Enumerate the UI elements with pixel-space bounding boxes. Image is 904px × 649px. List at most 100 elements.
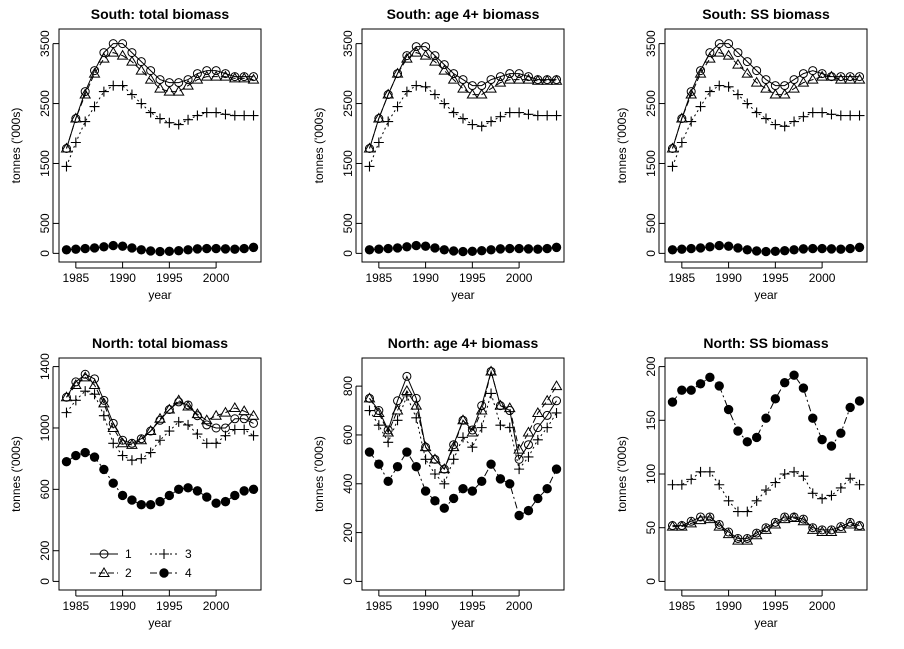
- y-tick-label: 0: [644, 578, 658, 585]
- data-point: [135, 64, 148, 75]
- data-point: [523, 109, 534, 120]
- data-point: [705, 512, 715, 522]
- data-point: [383, 425, 393, 435]
- data-point: [145, 107, 156, 118]
- data-point: [116, 49, 129, 60]
- data-point: [714, 519, 724, 529]
- series-1: [364, 42, 562, 153]
- x-axis-label: year: [451, 616, 474, 630]
- plot-area: [60, 369, 260, 510]
- y-tick-label: 800: [341, 376, 355, 396]
- data-point: [80, 447, 90, 458]
- data-point: [807, 488, 818, 499]
- y-axis-label: tonnes ('000s): [312, 436, 326, 512]
- series-4: [61, 447, 259, 510]
- data-point: [722, 49, 735, 60]
- data-point: [495, 244, 506, 254]
- data-point: [789, 370, 799, 380]
- data-point: [248, 430, 259, 441]
- data-point: [383, 476, 393, 487]
- data-point: [770, 394, 781, 404]
- data-point: [844, 518, 857, 529]
- data-point: [836, 72, 846, 82]
- y-axis-label: tonnes ('000s): [615, 108, 629, 184]
- data-point: [382, 426, 395, 437]
- data-point: [778, 513, 791, 524]
- data-point: [210, 409, 222, 420]
- data-point: [542, 483, 552, 494]
- data-point: [513, 73, 525, 84]
- data-point: [174, 245, 184, 256]
- data-point: [228, 72, 241, 83]
- data-point: [733, 426, 743, 436]
- data-point: [817, 525, 827, 535]
- data-point: [116, 437, 129, 448]
- data-point: [117, 80, 128, 91]
- data-point: [817, 69, 827, 79]
- data-point: [372, 112, 385, 123]
- panel-title: South: total biomass: [91, 6, 230, 22]
- data-point: [713, 520, 726, 531]
- plot-frame: [361, 357, 565, 591]
- data-point: [551, 407, 562, 418]
- plot-area: [666, 39, 866, 257]
- data-point: [533, 244, 543, 254]
- data-point: [704, 513, 716, 524]
- data-point: [826, 490, 837, 501]
- data-point: [514, 454, 524, 464]
- x-tick-label: 1990: [715, 271, 742, 285]
- series-line: [66, 85, 254, 167]
- data-point: [191, 73, 204, 84]
- data-point: [136, 453, 147, 464]
- data-point: [770, 477, 781, 488]
- data-point: [411, 42, 421, 52]
- data-point: [495, 474, 506, 484]
- data-point: [164, 490, 175, 501]
- data-point: [834, 73, 847, 84]
- data-point: [705, 48, 715, 58]
- data-point: [761, 413, 771, 423]
- data-point: [239, 243, 249, 254]
- data-point: [192, 429, 203, 440]
- data-point: [429, 55, 441, 66]
- plot-area: [666, 370, 866, 545]
- y-axis-label: tonnes ('000s): [9, 436, 23, 512]
- series-line: [66, 390, 254, 461]
- data-point: [136, 245, 146, 255]
- data-point: [154, 412, 166, 423]
- x-axis-label: year: [754, 288, 777, 302]
- data-point: [118, 435, 128, 445]
- data-point: [751, 432, 762, 443]
- data-point: [99, 48, 109, 58]
- y-tick-label: 500: [644, 213, 658, 233]
- data-point: [202, 420, 212, 430]
- data-point: [780, 378, 790, 388]
- data-point: [467, 442, 478, 453]
- data-point: [733, 48, 743, 58]
- data-point: [686, 385, 696, 395]
- data-point: [845, 72, 855, 82]
- data-point: [485, 82, 497, 93]
- data-point: [411, 80, 422, 91]
- data-point: [239, 424, 250, 435]
- data-point: [770, 119, 781, 130]
- legend-label: 2: [125, 566, 132, 580]
- data-point: [98, 410, 109, 421]
- data-point: [200, 70, 213, 81]
- data-point: [761, 246, 771, 257]
- data-point: [806, 73, 819, 84]
- data-point: [420, 486, 431, 496]
- data-point: [816, 70, 828, 81]
- data-point: [732, 506, 743, 517]
- data-point: [248, 484, 259, 495]
- data-point: [854, 396, 865, 406]
- data-point: [192, 486, 203, 496]
- data-point: [392, 461, 403, 472]
- data-point: [817, 107, 828, 118]
- data-point: [742, 245, 752, 255]
- data-point: [429, 469, 440, 479]
- data-point: [514, 69, 524, 79]
- data-point: [401, 390, 412, 401]
- data-point: [696, 66, 706, 76]
- data-point: [201, 438, 212, 449]
